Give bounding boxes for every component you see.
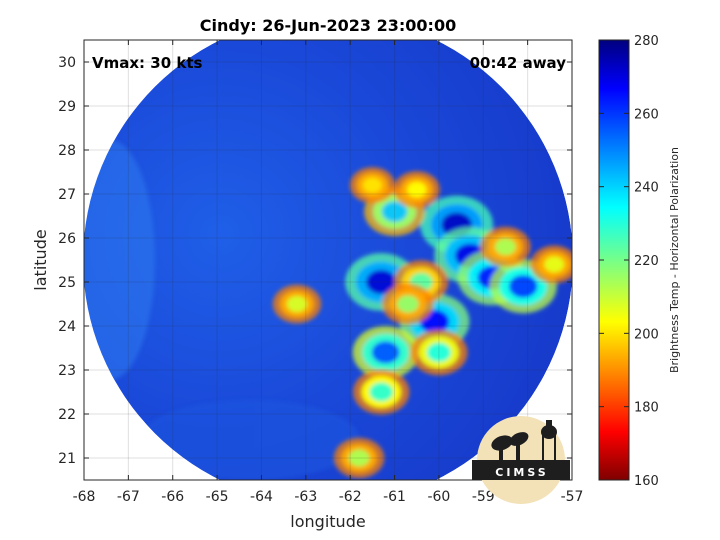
y-ticks: 30 29 28 27 26 25 24 23 22 21 [58, 55, 572, 467]
x-tick-label: -68 [73, 489, 96, 505]
colorbar-tick-label: 160 [634, 474, 659, 489]
feature-point [426, 342, 451, 362]
time-away-annotation: 00:42 away [470, 54, 567, 72]
x-axis-label: longitude [290, 512, 365, 531]
colorbar-tick-label: 200 [634, 327, 659, 342]
x-tick-label: -65 [206, 489, 229, 505]
feature-point [366, 269, 397, 295]
feature-point [369, 382, 394, 402]
feature-point [544, 256, 565, 273]
feature-point [406, 181, 427, 198]
y-tick-label: 23 [58, 363, 76, 379]
feature-point [371, 341, 400, 364]
feature-point [381, 201, 408, 222]
swath-lower-haze [140, 400, 360, 480]
y-tick-label: 22 [58, 407, 76, 423]
y-tick-label: 27 [58, 187, 76, 203]
feature-point [286, 295, 308, 313]
colorbar-tick-label: 220 [634, 254, 659, 269]
x-tick-label: -62 [339, 489, 362, 505]
y-tick-label: 30 [58, 55, 76, 71]
x-tick-label: -57 [561, 489, 584, 505]
swath-left-haze [84, 140, 155, 380]
vmax-annotation: Vmax: 30 kts [92, 54, 202, 72]
x-tick-label: -64 [250, 489, 273, 505]
y-tick-label: 21 [58, 451, 76, 467]
x-tick-label: -67 [117, 489, 140, 505]
y-tick-label: 24 [58, 319, 76, 335]
feature-point [397, 295, 419, 313]
colorbar-tick-label: 260 [634, 107, 659, 122]
feature-point [348, 449, 370, 467]
feature-layer [272, 167, 572, 479]
x-tick-label: -66 [161, 489, 184, 505]
chart-title: Cindy: 26-Jun-2023 23:00:00 [200, 16, 456, 35]
x-tick-label: -60 [427, 489, 450, 505]
logo-tower-icon [541, 420, 557, 460]
colorbar-ticks: 280 260 240 220 200 180 160 [599, 34, 659, 489]
y-tick-label: 28 [58, 143, 76, 159]
feature-point [494, 238, 517, 256]
logo-dish-icon [491, 432, 529, 460]
logo-text: CIMSS [495, 466, 548, 479]
feature-point [509, 275, 538, 298]
x-tick-label: -61 [383, 489, 406, 505]
colorbar-tick-label: 180 [634, 401, 659, 416]
colorbar-label: Brightness Temp - Horizontal Polarizatio… [668, 147, 681, 373]
axes-frame [83, 39, 573, 481]
x-tick-label: -63 [294, 489, 317, 505]
colorbar-tick-label: 280 [634, 34, 659, 49]
y-tick-label: 25 [58, 275, 76, 291]
swath-background [84, 40, 572, 480]
colorbar-tick-label: 240 [634, 181, 659, 196]
feature-point [362, 177, 382, 193]
y-tick-label: 26 [58, 231, 76, 247]
logo-ground [472, 460, 570, 480]
y-tick-label: 29 [58, 99, 76, 115]
y-axis-label: latitude [31, 229, 50, 290]
x-tick-label: -59 [472, 489, 495, 505]
cimss-logo: CIMSS [472, 416, 570, 504]
